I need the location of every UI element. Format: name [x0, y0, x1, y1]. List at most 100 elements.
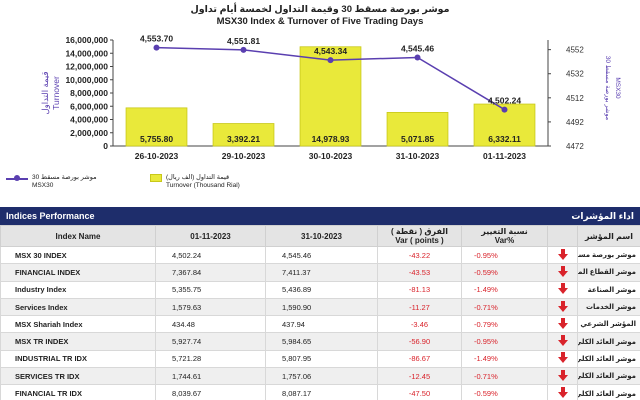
down-arrow-icon: [557, 300, 568, 312]
index-name-arabic-cell: موشر الخدمات: [577, 297, 640, 317]
chart-area: موشر بورصة مسقط 30 وقيمة التداول لخمسة أ…: [0, 4, 640, 200]
var-percent-cell: -0.79%: [461, 315, 548, 334]
legend-label-msx30: MSX30: [32, 182, 54, 189]
previous-value-cell: 5,984.65: [265, 332, 378, 351]
down-arrow-icon: [557, 248, 568, 260]
combo-chart: 0 2,000,000 4,000,000 6,000,000 8,000,000 10,…: [40, 34, 621, 161]
current-value-cell: 8,039.67: [155, 384, 266, 400]
index-name-cell: MSX Shariah Index: [0, 315, 156, 334]
table-row[interactable]: MSX Shariah Index 434.48 437.94 -3.46 -0.79%…: [0, 315, 640, 334]
var-points-cell: -47.50: [377, 384, 462, 400]
col-header-current-date[interactable]: 01-11-2023: [155, 225, 266, 247]
down-arrow-icon: [557, 387, 568, 399]
bar-turnover: [212, 123, 275, 147]
var-points-cell: -11.27: [377, 297, 462, 317]
index-name-arabic-cell: موشر العائد الكلي: [577, 332, 640, 351]
col-header-var-percent[interactable]: نسبة التغيير Var%: [461, 225, 548, 247]
legend-label-turnover-arabic: قيمة التداول (الف ريال): [166, 174, 230, 181]
bar-turnover: [125, 107, 188, 147]
index-name-arabic-cell: المؤشر الشرعي: [577, 315, 640, 334]
bar-value-label: 6,332.11: [488, 134, 521, 144]
var-points-cell: -56.90: [377, 332, 462, 351]
col-header-var-points[interactable]: الفرق ( نقطة ) Var ( points ): [377, 225, 462, 247]
index-name-cell: MSX 30 INDEX: [0, 245, 156, 265]
down-arrow-icon: [557, 265, 568, 277]
var-percent-cell: -0.71%: [461, 297, 548, 317]
left-axis-label: Turnover: [51, 76, 61, 110]
current-value-cell: 5,355.75: [155, 280, 266, 299]
chart-title-arabic: موشر بورصة مسقط 30 وقيمة التداول لخمسة أ…: [190, 4, 450, 15]
down-arrow-icon: [557, 352, 568, 364]
bar-turnover: [386, 111, 449, 147]
col-header-direction: [547, 225, 578, 247]
current-value-cell: 7,367.84: [155, 263, 266, 282]
var-points-cell: -81.13: [377, 280, 462, 299]
previous-value-cell: 1,590.90: [265, 297, 378, 317]
table-row[interactable]: INDUSTRIAL TR IDX 5,721.28 5,807.95 -86.67-…: [0, 349, 640, 369]
left-tick-label: 12,000,000: [65, 62, 108, 72]
panel-title: Indices Performance: [6, 211, 95, 221]
point-msx30: [240, 46, 247, 53]
index-name-cell: SERVICES TR IDX: [0, 367, 156, 386]
indices-performance-panel: Indices Performance اداء المؤشرات Index …: [0, 207, 640, 400]
current-value-cell: 4,502.24: [155, 245, 266, 265]
var-points-cell: -43.22: [377, 245, 462, 265]
var-percent-cell: -0.59%: [461, 384, 548, 400]
legend-item-turnover: قيمة التداول (الف ريال) Turnover (Thousa…: [150, 174, 240, 190]
table-row[interactable]: MSX 30 INDEX 4,502.24 4,545.46 -43.22 -0.95%…: [0, 245, 640, 265]
index-name-arabic-cell: موشر بورصة مسقط 30: [577, 245, 640, 265]
point-value-label: 4,553.70: [140, 34, 173, 44]
col-header-previous-date[interactable]: 31-10-2023: [265, 225, 378, 247]
table-row[interactable]: FINANCIAL INDEX 7,367.84 7,411.37 -43.53 -0.…: [0, 263, 640, 282]
right-tick-label: 4472: [566, 142, 584, 151]
col-header-index-name-arabic[interactable]: اسم المؤشر: [577, 225, 640, 247]
panel-title-arabic: اداء المؤشرات: [571, 210, 634, 221]
previous-value-cell: 1,757.06: [265, 367, 378, 386]
x-tick-label: 31-10-2023: [396, 151, 440, 161]
previous-value-cell: 5,436.89: [265, 280, 378, 299]
left-tick-label: 10,000,000: [65, 75, 108, 85]
direction-cell: [547, 315, 578, 334]
direction-cell: [547, 280, 578, 299]
current-value-cell: 5,927.74: [155, 332, 266, 351]
right-axis-label: MSX30: [614, 77, 621, 99]
previous-value-cell: 7,411.37: [265, 263, 378, 282]
previous-value-cell: 4,545.46: [265, 245, 378, 265]
table-row[interactable]: MSX TR INDEX 5,927.74 5,984.65 -56.90 -0.95%…: [0, 332, 640, 351]
right-tick-label: 4492: [566, 118, 584, 127]
right-axis-label-arabic: موشر بورصة مسقط 30: [604, 56, 612, 121]
var-percent-cell: -0.95%: [461, 245, 548, 265]
right-tick-label: 4512: [566, 94, 584, 103]
previous-value-cell: 8,087.17: [265, 384, 378, 400]
legend-item-msx30: موشر بورصة مسقط 30 MSX30: [6, 174, 97, 190]
left-axis-label-arabic: قيمة التداول: [40, 71, 51, 114]
table-row[interactable]: Industry Index 5,355.75 5,436.89 -81.13 -1.4…: [0, 280, 640, 299]
direction-cell: [547, 245, 578, 265]
bar-turnover: [299, 46, 362, 147]
col-header-index-name[interactable]: Index Name: [0, 225, 156, 247]
direction-cell: [547, 349, 578, 369]
table-row[interactable]: FINANCIAL TR IDX 8,039.67 8,087.17 -47.50 -0…: [0, 384, 640, 400]
right-tick-label: 4552: [566, 46, 584, 55]
x-tick-label: 01-11-2023: [483, 151, 526, 161]
table-row[interactable]: SERVICES TR IDX 1,744.61 1,757.06 -12.45 -0.…: [0, 367, 640, 386]
index-name-arabic-cell: موشر العائد الكلي للخدمات: [577, 367, 640, 386]
direction-cell: [547, 297, 578, 317]
var-points-cell: -12.45: [377, 367, 462, 386]
table-row[interactable]: Services Index 1,579.63 1,590.90 -11.27 -0.7…: [0, 297, 640, 317]
previous-value-cell: 437.94: [265, 315, 378, 334]
point-msx30: [414, 54, 421, 61]
x-tick-label: 26-10-2023: [135, 151, 179, 161]
down-arrow-icon: [557, 369, 568, 381]
previous-value-cell: 5,807.95: [265, 349, 378, 369]
down-arrow-icon: [557, 317, 568, 329]
index-name-arabic-cell: موشر القطاع المالي: [577, 263, 640, 282]
index-name-cell: INDUSTRIAL TR IDX: [0, 349, 156, 369]
index-name-cell: FINANCIAL INDEX: [0, 263, 156, 282]
left-tick-label: 4,000,000: [70, 115, 108, 125]
var-percent-cell: -0.71%: [461, 367, 548, 386]
chart-legend: موشر بورصة مسقط 30 MSX30 قيمة التداول (ا…: [0, 172, 640, 200]
point-value-label: 4,545.46: [401, 44, 434, 54]
current-value-cell: 1,579.63: [155, 297, 266, 317]
x-tick-label: 30-10-2023: [309, 151, 353, 161]
